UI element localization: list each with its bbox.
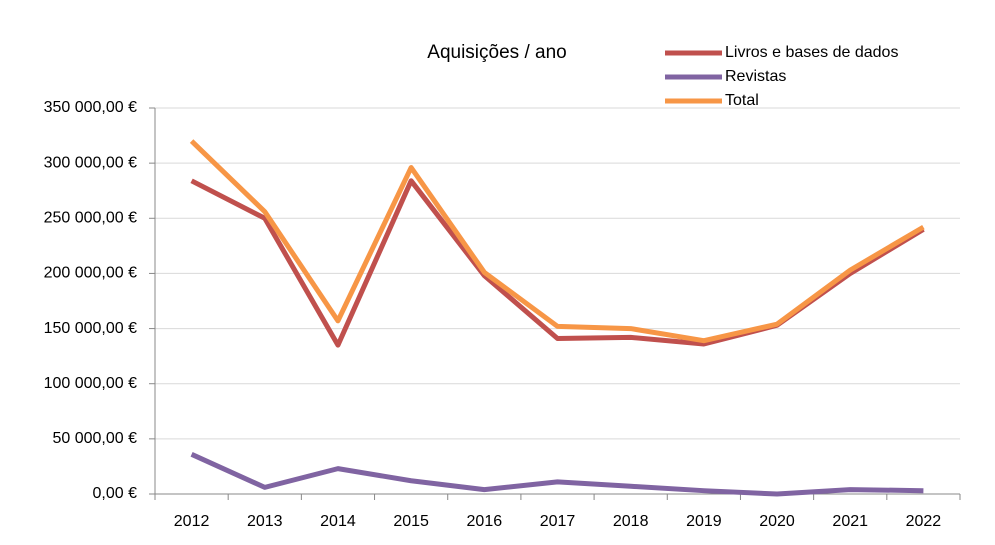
y-tick-label: 350 000,00 € bbox=[44, 99, 138, 116]
y-tick-label: 200 000,00 € bbox=[44, 265, 138, 282]
x-tick-label: 2020 bbox=[759, 513, 795, 530]
x-tick-label: 2016 bbox=[467, 513, 503, 530]
x-tick-label: 2012 bbox=[174, 513, 210, 530]
x-tick-label: 2013 bbox=[247, 513, 283, 530]
y-tick-label: 250 000,00 € bbox=[44, 210, 138, 227]
x-tick-label: 2017 bbox=[540, 513, 576, 530]
y-tick-label: 50 000,00 € bbox=[52, 430, 137, 447]
x-tick-label: 2019 bbox=[686, 513, 722, 530]
y-tick-label: 300 000,00 € bbox=[44, 154, 138, 171]
chart-title: Aquisições / ano bbox=[427, 42, 566, 63]
y-tick-label: 150 000,00 € bbox=[44, 320, 138, 337]
x-tick-label: 2014 bbox=[320, 513, 356, 530]
series-line bbox=[189, 139, 925, 344]
y-tick-label: 0,00 € bbox=[93, 485, 138, 502]
x-tick-label: 2022 bbox=[906, 513, 942, 530]
y-tick-label: 100 000,00 € bbox=[44, 375, 138, 392]
x-tick-label: 2018 bbox=[613, 513, 649, 530]
x-tick-label: 2015 bbox=[393, 513, 429, 530]
legend-label: Livros e bases de dados bbox=[725, 44, 898, 61]
series-line bbox=[190, 452, 924, 497]
legend-label: Revistas bbox=[725, 68, 786, 85]
x-tick-label: 2021 bbox=[832, 513, 868, 530]
legend-label: Total bbox=[725, 92, 759, 109]
